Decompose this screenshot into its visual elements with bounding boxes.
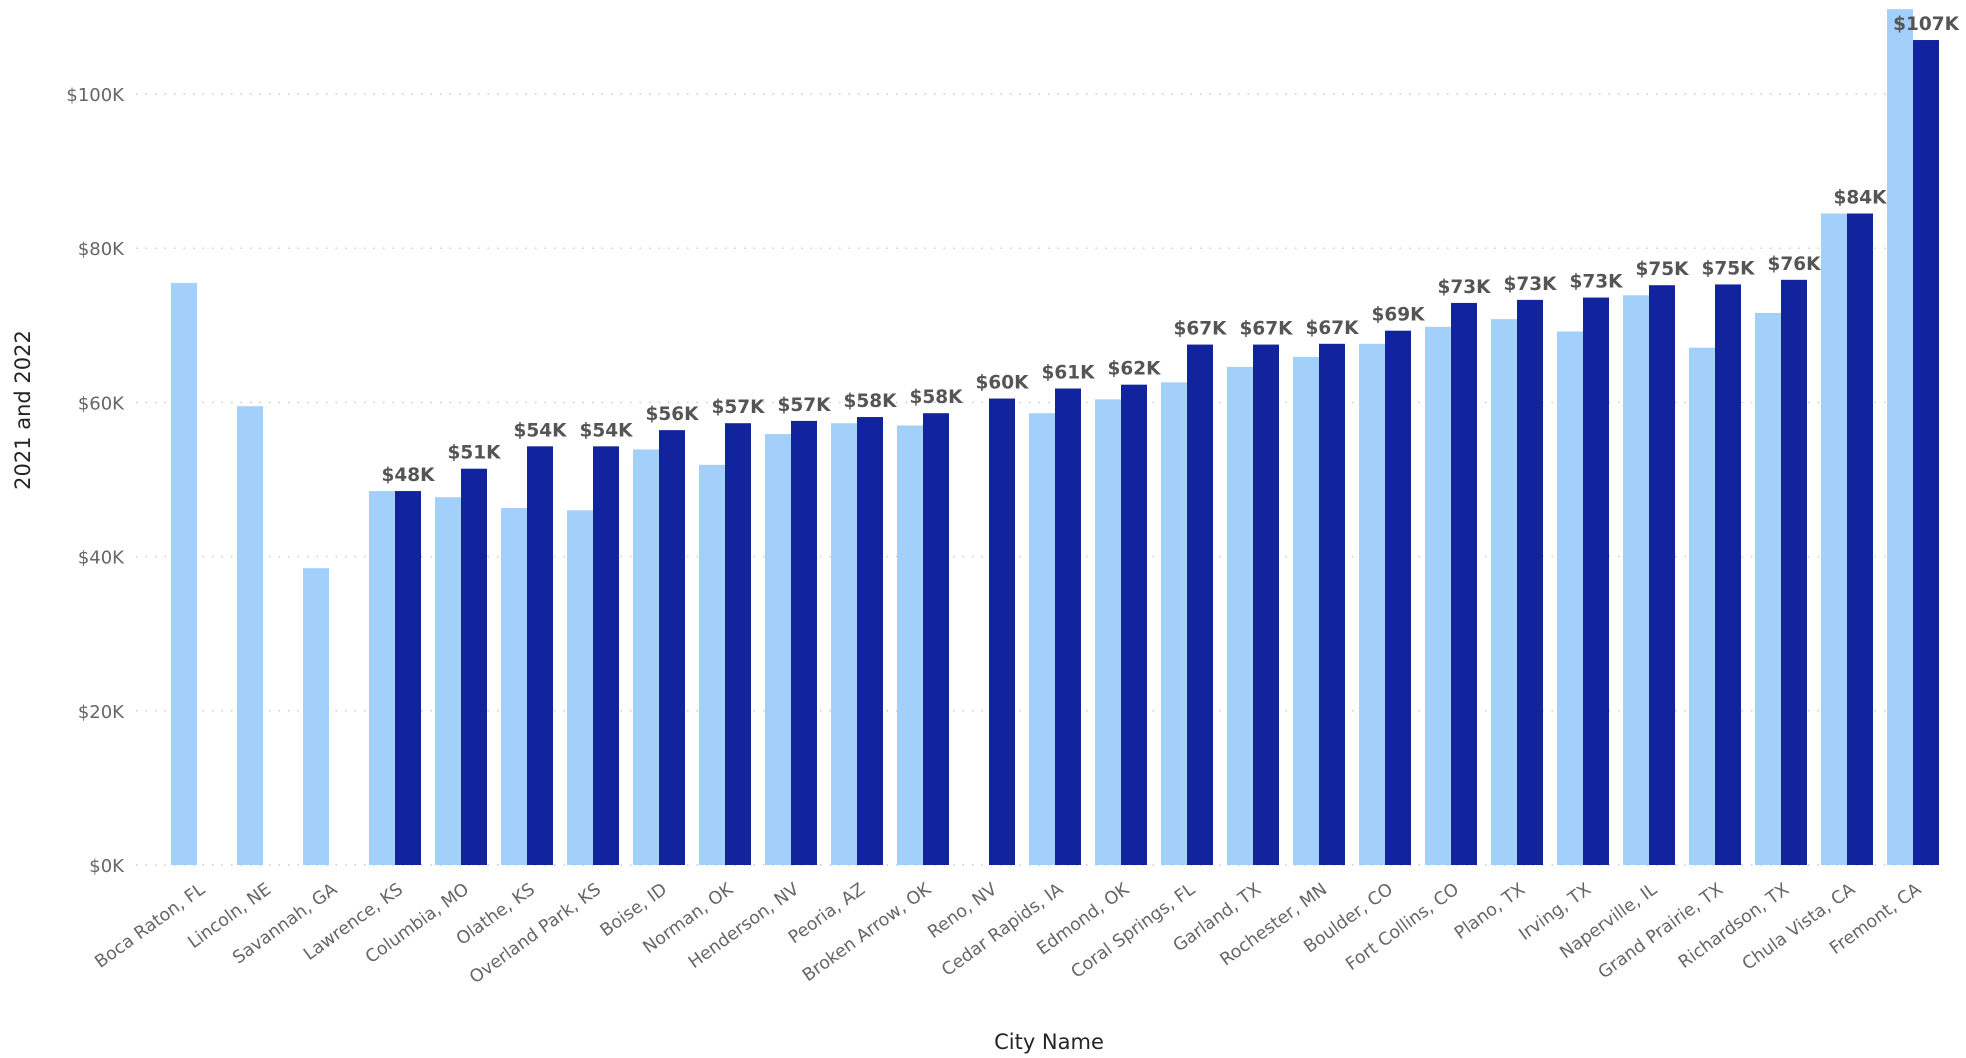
data-label: $61K <box>1042 363 1096 384</box>
bar-series-2-11 <box>923 413 949 865</box>
bar-series-2-12 <box>989 398 1015 865</box>
y-tick-label: $100K <box>66 85 125 106</box>
x-category-label: Cedar Rapids, IA <box>938 880 1067 981</box>
x-category-label: Fort Collins, CO <box>1342 880 1463 975</box>
bar-series-1-20 <box>1491 319 1517 866</box>
bar-series-1-25 <box>1821 213 1847 865</box>
bar-series-1-15 <box>1161 382 1187 865</box>
bar-series-2-26 <box>1913 40 1939 865</box>
bar-series-2-5 <box>527 446 553 865</box>
data-label: $84K <box>1834 188 1888 209</box>
data-label: $60K <box>976 373 1030 394</box>
bar-series-2-3 <box>395 491 421 865</box>
bar-series-1-7 <box>633 449 659 865</box>
data-label: $51K <box>448 443 502 464</box>
x-category-label: Boca Raton, FL <box>91 879 209 972</box>
bar-series-2-23 <box>1715 284 1741 865</box>
data-label: $76K <box>1768 254 1822 275</box>
bar-series-2-15 <box>1187 344 1213 865</box>
y-tick-label: $0K <box>89 856 125 877</box>
data-label: $73K <box>1438 277 1492 298</box>
bar-series-1-23 <box>1689 347 1715 865</box>
bar-series-1-24 <box>1755 312 1781 865</box>
bar-series-2-16 <box>1253 344 1279 865</box>
bar-series-2-19 <box>1451 302 1477 865</box>
data-label: $48K <box>382 465 436 486</box>
y-tick-label: $40K <box>78 548 125 569</box>
bar-series-2-13 <box>1055 388 1081 865</box>
bar-series-1-14 <box>1095 399 1121 865</box>
x-category-label: Henderson, NV <box>685 880 803 973</box>
bar-series-2-10 <box>857 417 883 865</box>
x-category-label: Coral Springs, FL <box>1068 879 1200 982</box>
y-axis-title: 2021 and 2022 <box>11 330 35 490</box>
bars <box>171 9 1939 866</box>
bar-series-1-21 <box>1557 331 1583 865</box>
bar-series-1-22 <box>1623 295 1649 866</box>
data-label: $57K <box>712 397 766 418</box>
bar-series-2-21 <box>1583 297 1609 865</box>
data-label: $107K <box>1893 14 1959 35</box>
bar-series-2-20 <box>1517 299 1543 865</box>
bar-series-2-4 <box>461 468 487 865</box>
x-category-label: Chula Vista, CA <box>1739 880 1859 975</box>
bar-series-1-11 <box>897 425 923 865</box>
data-label: $75K <box>1636 259 1690 280</box>
y-tick-label: $60K <box>78 393 125 414</box>
data-labels: $48K $51K $54K $54K $56K $57K $57K $58K $58K $60K… <box>382 14 1960 486</box>
bar-series-2-8 <box>725 423 751 865</box>
bar-series-2-24 <box>1781 279 1807 865</box>
bar-series-1-1 <box>237 406 263 865</box>
y-axis-ticks: $0K $20K $40K $60K $80K $100K <box>66 85 125 877</box>
y-tick-label: $20K <box>78 702 125 723</box>
bar-series-1-0 <box>171 282 197 865</box>
bar-series-2-22 <box>1649 285 1675 865</box>
bar-series-1-17 <box>1293 356 1319 865</box>
bar-series-1-26 <box>1887 9 1913 865</box>
data-label: $54K <box>514 420 568 441</box>
data-label: $62K <box>1108 359 1162 380</box>
bar-series-1-6 <box>567 510 593 865</box>
bar-series-2-7 <box>659 430 685 865</box>
data-label: $69K <box>1372 305 1426 326</box>
data-label: $73K <box>1570 272 1624 293</box>
data-label: $58K <box>910 387 964 408</box>
data-label: $57K <box>778 395 832 416</box>
bar-series-2-14 <box>1121 384 1147 865</box>
bar-series-2-9 <box>791 420 817 865</box>
bar-series-2-18 <box>1385 330 1411 865</box>
data-label: $58K <box>844 391 898 412</box>
bar-series-1-5 <box>501 508 527 865</box>
bar-series-1-18 <box>1359 343 1385 866</box>
bar-series-2-6 <box>593 446 619 865</box>
x-category-label: Grand Prairie, TX <box>1595 880 1727 984</box>
bar-series-2-17 <box>1319 343 1345 866</box>
x-category-label: Richardson, TX <box>1675 880 1793 973</box>
data-label: $67K <box>1174 319 1228 340</box>
data-label: $75K <box>1702 258 1756 279</box>
y-tick-label: $80K <box>78 239 125 260</box>
bar-series-1-16 <box>1227 366 1253 865</box>
bar-series-1-2 <box>303 568 329 865</box>
data-label: $67K <box>1306 318 1360 339</box>
x-axis-title: City Name <box>994 1030 1104 1054</box>
bar-series-1-8 <box>699 464 725 865</box>
bar-series-1-3 <box>369 491 395 865</box>
bar-series-2-25 <box>1847 213 1873 865</box>
bar-series-1-10 <box>831 423 857 865</box>
x-category-label: Plano, TX <box>1451 880 1529 944</box>
bar-series-1-9 <box>765 434 791 865</box>
bar-series-1-4 <box>435 497 461 865</box>
data-label: $67K <box>1240 319 1294 340</box>
data-label: $54K <box>580 420 634 441</box>
data-label: $73K <box>1504 274 1558 295</box>
data-label: $56K <box>646 404 700 425</box>
bar-series-1-13 <box>1029 413 1055 865</box>
bar-series-1-19 <box>1425 326 1451 865</box>
